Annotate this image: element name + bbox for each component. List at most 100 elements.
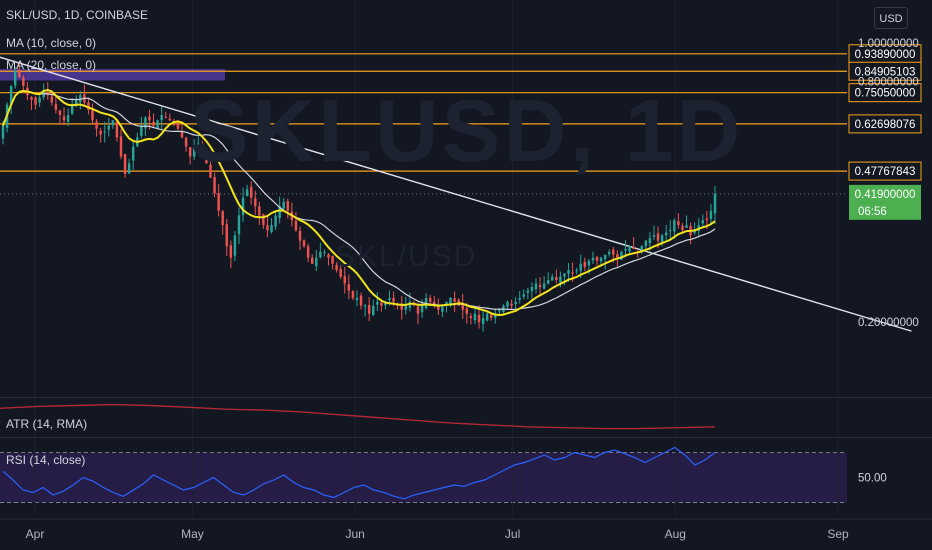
candle-body — [469, 316, 473, 318]
candle-body — [331, 255, 334, 264]
candle-body — [485, 313, 489, 321]
ma10-line — [2, 88, 716, 317]
candle-body — [127, 163, 131, 174]
candle-body — [50, 96, 54, 103]
candle-body — [367, 305, 371, 314]
pane-divider[interactable] — [0, 437, 932, 438]
trendline — [0, 56, 912, 332]
candle-body — [701, 220, 705, 224]
candle-body — [363, 305, 367, 307]
candle-body — [70, 104, 74, 114]
level-label-box — [848, 114, 922, 134]
candle-body — [481, 317, 485, 325]
candle-body — [34, 97, 37, 105]
candle-body — [209, 164, 212, 178]
pane-divider[interactable] — [0, 397, 932, 398]
candle-body — [197, 143, 200, 145]
candle-body — [449, 297, 452, 304]
candle-body — [193, 146, 196, 157]
candle-body — [103, 131, 106, 133]
candle-body — [95, 121, 98, 129]
candle-body — [376, 301, 379, 305]
candle-body — [201, 144, 204, 154]
candle-body — [453, 298, 456, 302]
candle-body — [38, 97, 41, 103]
candle-body — [693, 230, 696, 233]
candle-body — [237, 215, 241, 235]
candle-body — [416, 306, 420, 314]
candle-body — [510, 303, 513, 306]
candle-body — [298, 230, 302, 241]
candle-body — [180, 131, 184, 138]
level-label: 0.84905103 — [855, 66, 916, 78]
x-tick-label: May — [181, 527, 204, 541]
candle-body — [559, 276, 562, 283]
level-label: 0.75050000 — [855, 88, 916, 100]
candle-body — [302, 240, 306, 247]
candle-body — [567, 270, 570, 274]
candle-body — [669, 230, 672, 232]
last-price-label: 0.41900000 — [855, 189, 916, 201]
candle-body — [408, 301, 412, 308]
candle-body — [579, 263, 582, 271]
candle-body — [498, 309, 501, 312]
candle-body — [327, 254, 330, 258]
symbol-watermark-sub: SKL/USD — [335, 240, 478, 273]
candle-body — [640, 246, 643, 252]
level-label-box — [848, 61, 922, 81]
x-tick-label: Aug — [665, 527, 686, 541]
x-tick-label: Sep — [827, 527, 849, 541]
candle-body — [709, 210, 713, 219]
candle-body — [522, 294, 525, 297]
ma20-line — [2, 90, 716, 311]
candle-body — [249, 186, 253, 198]
candle-body — [278, 206, 281, 218]
candle-body — [258, 206, 261, 216]
candle-body — [506, 301, 509, 307]
candle-body — [473, 313, 477, 321]
candle-body — [685, 225, 688, 228]
candle-body — [538, 284, 542, 287]
candle-body — [310, 257, 314, 264]
currency-button[interactable]: USD — [874, 7, 908, 29]
atr-legend[interactable]: ATR (14, RMA) — [6, 417, 88, 431]
candle-body — [319, 251, 322, 258]
candle-body — [75, 99, 78, 107]
candle-body — [229, 245, 233, 258]
rsi-legend[interactable]: RSI (14, close) — [6, 453, 86, 467]
candle-body — [652, 235, 656, 237]
candle-body — [315, 257, 318, 267]
candle-body — [420, 305, 424, 313]
candle-body — [445, 301, 448, 306]
candle-body — [111, 120, 115, 126]
ma20-legend[interactable]: MA (20, close, 0) — [6, 58, 97, 72]
candle-body — [359, 295, 363, 306]
x-tick-label: Jun — [345, 527, 364, 541]
candle-body — [205, 151, 208, 164]
level-label-box — [848, 161, 922, 181]
ma10-legend[interactable]: MA (10, close, 0) — [6, 36, 97, 50]
candle-body — [490, 314, 493, 318]
candle-body — [583, 261, 587, 267]
candle-body — [119, 136, 123, 157]
candle-body — [140, 125, 143, 136]
candle-body — [148, 116, 151, 121]
candle-body — [595, 257, 599, 261]
candle-body — [217, 193, 220, 211]
candle-body — [30, 96, 33, 100]
rsi-band — [0, 452, 847, 503]
candle-body — [542, 283, 546, 289]
candle-body — [603, 254, 607, 260]
candle-body — [673, 220, 676, 232]
candle-body — [241, 197, 245, 216]
candle-body — [644, 240, 648, 247]
candle-body — [347, 284, 351, 291]
candle-body — [168, 118, 172, 121]
candle-body — [160, 114, 163, 121]
candle-body — [323, 251, 326, 253]
candle-body — [575, 270, 578, 272]
symbol-legend[interactable]: SKL/USD, 1D, COINBASE — [6, 8, 149, 22]
candle-body — [188, 147, 192, 157]
candle-body — [465, 308, 469, 314]
